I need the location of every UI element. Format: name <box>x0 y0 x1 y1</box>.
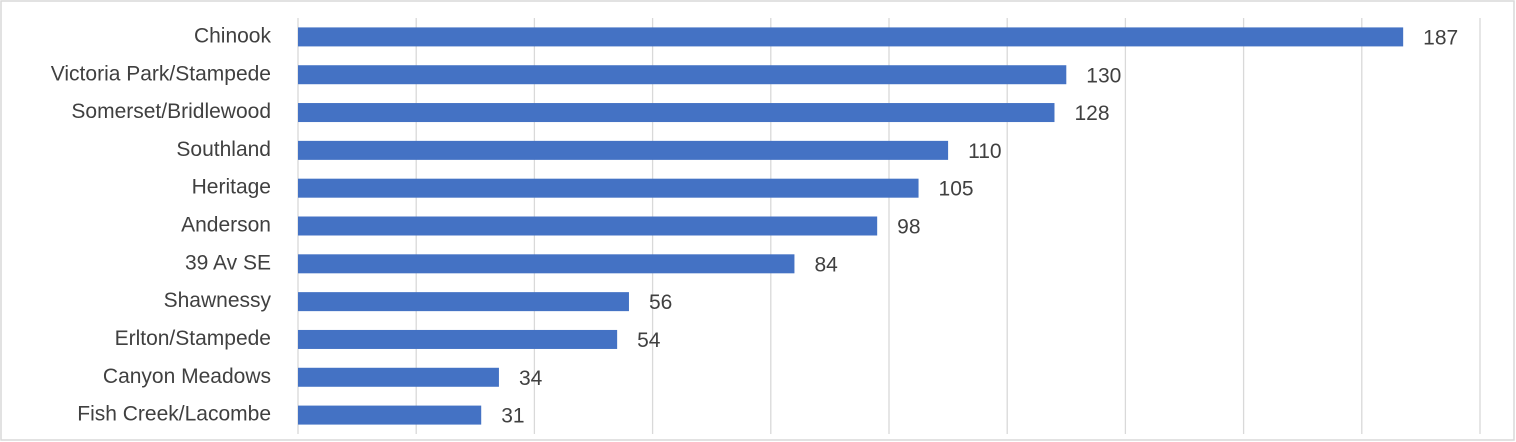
y-tick-label: Anderson <box>181 214 271 237</box>
y-tick-label: Chinook <box>194 24 272 47</box>
value-label: 34 <box>519 367 543 390</box>
value-label: 84 <box>814 253 838 276</box>
bar <box>298 103 1055 123</box>
y-tick-label: Erlton/Stampede <box>115 327 271 350</box>
bar <box>298 216 878 236</box>
y-tick-label: Southland <box>176 138 271 161</box>
value-label: 130 <box>1086 64 1121 87</box>
bar <box>298 292 629 312</box>
value-label: 105 <box>939 178 974 201</box>
bar <box>298 65 1067 85</box>
bar <box>298 178 919 198</box>
y-tick-label: Shawnessy <box>164 289 272 312</box>
y-tick-label: Somerset/Bridlewood <box>71 100 271 123</box>
bar <box>298 367 499 387</box>
bar <box>298 27 1404 47</box>
y-tick-label: Victoria Park/Stampede <box>51 62 271 85</box>
value-label: 56 <box>649 291 672 314</box>
bar <box>298 140 949 160</box>
bar <box>298 405 482 425</box>
bar <box>298 254 795 274</box>
value-label: 187 <box>1423 26 1458 49</box>
y-tick-label: Fish Creek/Lacombe <box>77 403 271 426</box>
value-label: 110 <box>968 140 1001 163</box>
y-tick-label: Canyon Meadows <box>103 365 271 388</box>
value-label: 31 <box>501 405 524 428</box>
value-label: 98 <box>897 216 920 239</box>
bar <box>298 329 618 349</box>
y-tick-label: Heritage <box>192 176 271 199</box>
value-label: 54 <box>637 329 661 352</box>
value-label: 128 <box>1074 102 1109 125</box>
y-tick-label: 39 Av SE <box>185 251 271 274</box>
